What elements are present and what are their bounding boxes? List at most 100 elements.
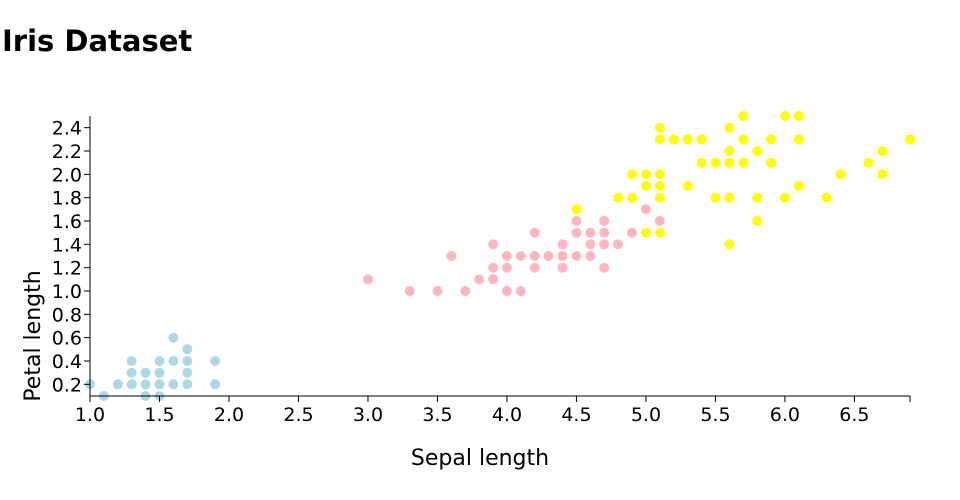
x-tick-label: 6.5 — [839, 404, 869, 426]
data-point — [752, 192, 763, 203]
data-point — [515, 251, 526, 261]
data-point — [446, 251, 457, 261]
data-point — [140, 379, 151, 390]
data-point — [140, 367, 151, 378]
data-point — [654, 216, 665, 226]
data-point — [557, 251, 568, 261]
x-tick-label: 3.5 — [422, 404, 452, 426]
data-point — [501, 262, 512, 273]
data-point — [432, 286, 443, 296]
data-point — [112, 379, 123, 390]
data-point — [835, 169, 846, 180]
data-point — [627, 192, 637, 203]
data-point — [599, 227, 610, 238]
x-axis-title: Sepal length — [411, 446, 549, 471]
data-point — [738, 157, 749, 168]
data-point — [585, 239, 596, 250]
data-point — [668, 134, 679, 145]
y-tick-label: 2.0 — [52, 164, 82, 186]
data-point — [613, 192, 624, 203]
y-tick-label: 0.4 — [52, 351, 82, 373]
y-tick-label: 0.8 — [52, 304, 82, 326]
data-point — [877, 146, 888, 156]
data-point — [571, 227, 582, 238]
data-point — [363, 274, 373, 285]
data-point — [724, 122, 735, 133]
y-tick-label: 2.2 — [52, 141, 82, 163]
data-point — [543, 251, 554, 261]
data-point — [168, 379, 179, 390]
data-point — [126, 367, 137, 378]
chart-title: Iris Dataset — [2, 24, 193, 58]
y-axis-title: Petal length — [21, 270, 46, 401]
data-point — [640, 169, 651, 180]
data-point — [682, 134, 693, 145]
data-point — [779, 111, 790, 121]
data-point — [515, 286, 526, 296]
data-point — [738, 134, 749, 145]
data-point — [210, 356, 221, 366]
data-point — [766, 157, 776, 168]
data-point — [710, 157, 721, 168]
data-point — [863, 157, 874, 168]
data-point — [752, 146, 763, 156]
data-point — [182, 379, 193, 390]
data-point — [488, 274, 499, 285]
data-point — [571, 251, 582, 261]
data-point — [738, 111, 749, 121]
data-point — [126, 379, 137, 390]
data-point — [613, 239, 624, 250]
data-point — [585, 227, 596, 238]
data-point — [529, 262, 540, 273]
data-point — [724, 239, 735, 250]
y-tick-label: 1.6 — [52, 211, 82, 233]
data-point — [154, 367, 165, 378]
data-point — [779, 192, 790, 203]
x-tick-label: 1.5 — [144, 404, 174, 426]
data-point — [905, 134, 915, 145]
data-point — [599, 262, 610, 273]
y-tick-label: 1.2 — [52, 258, 82, 280]
x-axis-ticks: 1.0 1.5 2.0 2.5 3.0 3.5 4.0 4.5 5.0 5.5 6.0 6.5 — [75, 396, 911, 426]
data-point — [724, 192, 735, 203]
data-point — [654, 192, 665, 203]
x-tick-label: 5.5 — [700, 404, 730, 426]
y-tick-label: 2.4 — [52, 118, 82, 140]
data-point — [793, 111, 804, 121]
data-point — [793, 134, 804, 145]
data-point — [710, 192, 721, 203]
data-point — [557, 239, 568, 250]
data-point — [627, 169, 637, 180]
data-point — [182, 367, 193, 378]
data-point — [488, 239, 499, 250]
data-point — [571, 216, 582, 226]
y-tick-label: 1.8 — [52, 188, 82, 210]
data-point — [627, 227, 637, 238]
data-point — [168, 356, 179, 366]
data-point — [654, 181, 665, 191]
data-point — [210, 379, 221, 390]
data-point — [654, 134, 665, 145]
data-point — [766, 134, 776, 145]
data-point — [654, 122, 665, 133]
data-point — [696, 157, 707, 168]
x-tick-label: 3.0 — [353, 404, 383, 426]
points-layer — [85, 111, 915, 401]
y-tick-label: 0.6 — [52, 328, 82, 350]
data-point — [640, 204, 651, 215]
x-tick-label: 5.0 — [631, 404, 661, 426]
data-point — [793, 181, 804, 191]
data-point — [154, 356, 165, 366]
data-point — [501, 286, 512, 296]
data-point — [529, 227, 540, 238]
y-tick-label: 1.4 — [52, 234, 82, 256]
data-point — [640, 227, 651, 238]
data-point — [404, 286, 415, 296]
x-tick-label: 6.0 — [770, 404, 800, 426]
data-point — [752, 216, 763, 226]
data-point — [654, 227, 665, 238]
data-point — [488, 262, 499, 273]
data-point — [599, 216, 610, 226]
x-tick-label: 4.5 — [561, 404, 591, 426]
